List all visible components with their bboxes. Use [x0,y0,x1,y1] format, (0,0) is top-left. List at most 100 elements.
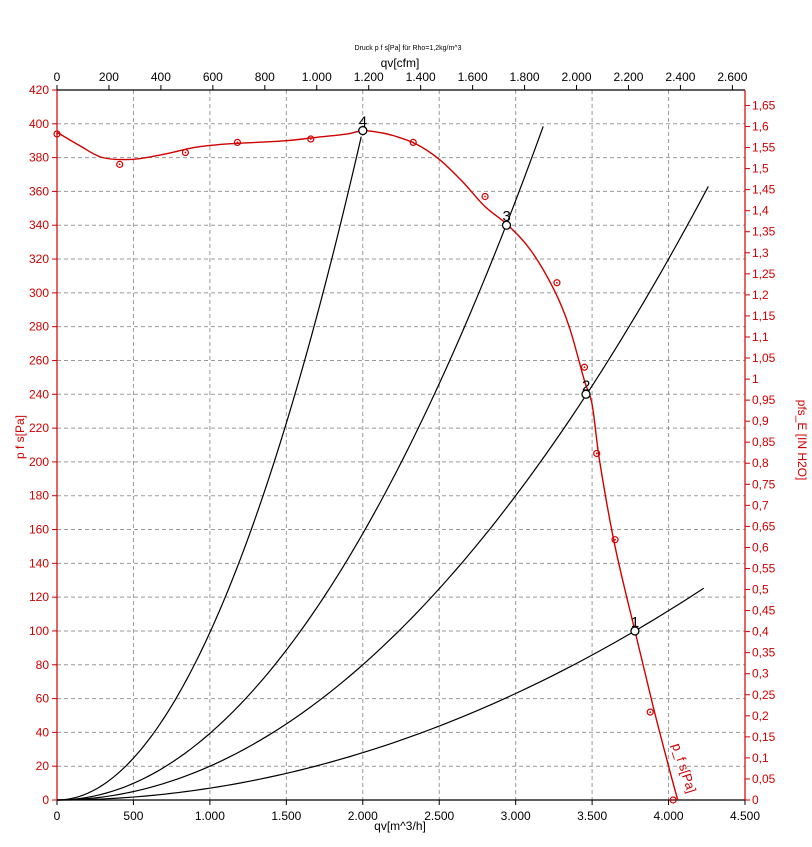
y-tick-label: 80 [36,658,50,672]
y2-tick-label: 1,2 [752,288,769,302]
measured-point [580,363,589,371]
y2-tick-label: 1,65 [752,98,776,112]
y-tick-label: 20 [36,759,50,773]
y-tick-label: 420 [29,83,49,97]
y2-tick-label: 0,1 [752,751,769,765]
y-tick-label: 300 [29,286,49,300]
measured-point [611,536,619,544]
measured-point [307,135,315,143]
system-curve-2 [56,587,705,801]
y-tick-label: 340 [29,218,49,232]
y2-tick-label: 0,7 [752,498,769,512]
y2-tick-label: 0 [752,793,759,807]
measured-point-dot [583,366,586,369]
x2-tick-label: 2.200 [613,70,643,84]
y2-axis-title: pfs_E [IN H2O] [795,400,809,481]
y-tick-label: 60 [36,692,50,706]
x-tick-label: 1.500 [271,809,301,823]
y-tick-label: 200 [29,455,49,469]
y-tick-label: 280 [29,320,49,334]
y2-tick-label: 0,5 [752,583,769,597]
y2-tick-label: 0,2 [752,709,769,723]
measured-point-dot [118,163,121,166]
x2-tick-label: 2.600 [717,70,747,84]
x2-tick-label: 600 [203,70,223,84]
measured-point-dot [649,711,652,713]
measured-point [553,279,561,287]
measured-point [409,138,417,147]
x-tick-label: 4.000 [654,809,684,823]
x2-tick-label: 200 [99,70,119,84]
y2-tick-label: 1,6 [752,119,769,133]
x2-tick-label: 1.800 [510,70,540,84]
y2-tick-label: 1,35 [752,225,776,239]
measured-point [116,160,124,168]
y-tick-label: 180 [29,489,49,503]
measured-point-dot [484,195,486,198]
y-tick-label: 0 [42,793,49,807]
y2-tick-label: 1,4 [752,204,769,218]
measured-point [53,130,61,138]
operating-point-1 [630,626,640,636]
y-tick-label: 380 [29,151,49,165]
y2-tick-label: 1,45 [752,183,776,197]
y-axis-title: p f s[Pa] [13,415,27,459]
measured-point-dot [412,141,415,144]
measured-point-dot [556,281,558,284]
y2-tick-label: 1,1 [752,330,769,344]
measured-point [481,192,489,201]
y-tick-label: 260 [29,353,49,367]
x2-axis-title: qv[cfm] [381,56,420,70]
measured-point-dot [614,538,616,541]
system-curve-5 [56,136,362,801]
x2-tick-label: 0 [54,70,61,84]
system-curve-3 [56,186,709,801]
x2-tick-label: 1.600 [458,70,488,84]
measured-point [233,138,242,147]
measured-point [646,708,654,716]
y2-tick-label: 1,25 [752,267,776,281]
y2-tick-label: 1,55 [752,141,776,155]
y-tick-label: 220 [29,421,49,435]
operating-points: 1 2 3 4 [358,114,640,636]
y2-tick-label: 1,3 [752,246,769,260]
x-tick-label: 3.500 [577,809,607,823]
measured-point-dot [595,452,598,455]
y-tick-label: 320 [29,252,49,266]
y2-tick-label: 0,05 [752,772,776,786]
operating-point-4 [358,125,368,136]
y2-tick-label: 0,8 [752,456,769,470]
operating-point-label-3: 3 [502,208,510,225]
operating-point-label-2: 2 [582,377,590,394]
x-tick-label: 500 [123,809,143,823]
y2-tick-label: 0,35 [752,646,776,660]
operating-point-3 [501,220,512,230]
grid [57,90,745,800]
y2-tick-label: 0,3 [752,667,769,681]
y-tick-label: 40 [36,725,50,739]
y-tick-label: 360 [29,184,49,198]
system-curves [56,126,709,801]
measured-point-dot [672,799,675,801]
y-tick-label: 100 [29,624,49,638]
measured-markers [53,130,677,804]
x-tick-label: 2.000 [348,809,378,823]
y-tick-label: 240 [29,387,49,401]
fan-curve [56,129,679,801]
x-tick-label: 0 [54,809,61,823]
x-tick-label: 2.500 [424,809,454,823]
y-tick-label: 400 [29,117,49,131]
fan-curve-line [56,129,679,801]
y2-tick-label: 0,95 [752,393,776,407]
y2-tick-label: 0,6 [752,540,769,554]
chart-title: Druck p f s[Pa] für Rho=1,2kg/m^3 [355,45,462,52]
x-tick-label: 3.000 [501,809,531,823]
x2-tick-label: 2.000 [562,70,592,84]
y-tick-label: 160 [29,523,49,537]
system-curve-4 [56,126,544,801]
x2-tick-label: 1.200 [354,70,384,84]
y2-tick-label: 0,15 [752,730,776,744]
x2-tick-label: 2.400 [665,70,695,84]
measured-point-dot [184,151,187,154]
